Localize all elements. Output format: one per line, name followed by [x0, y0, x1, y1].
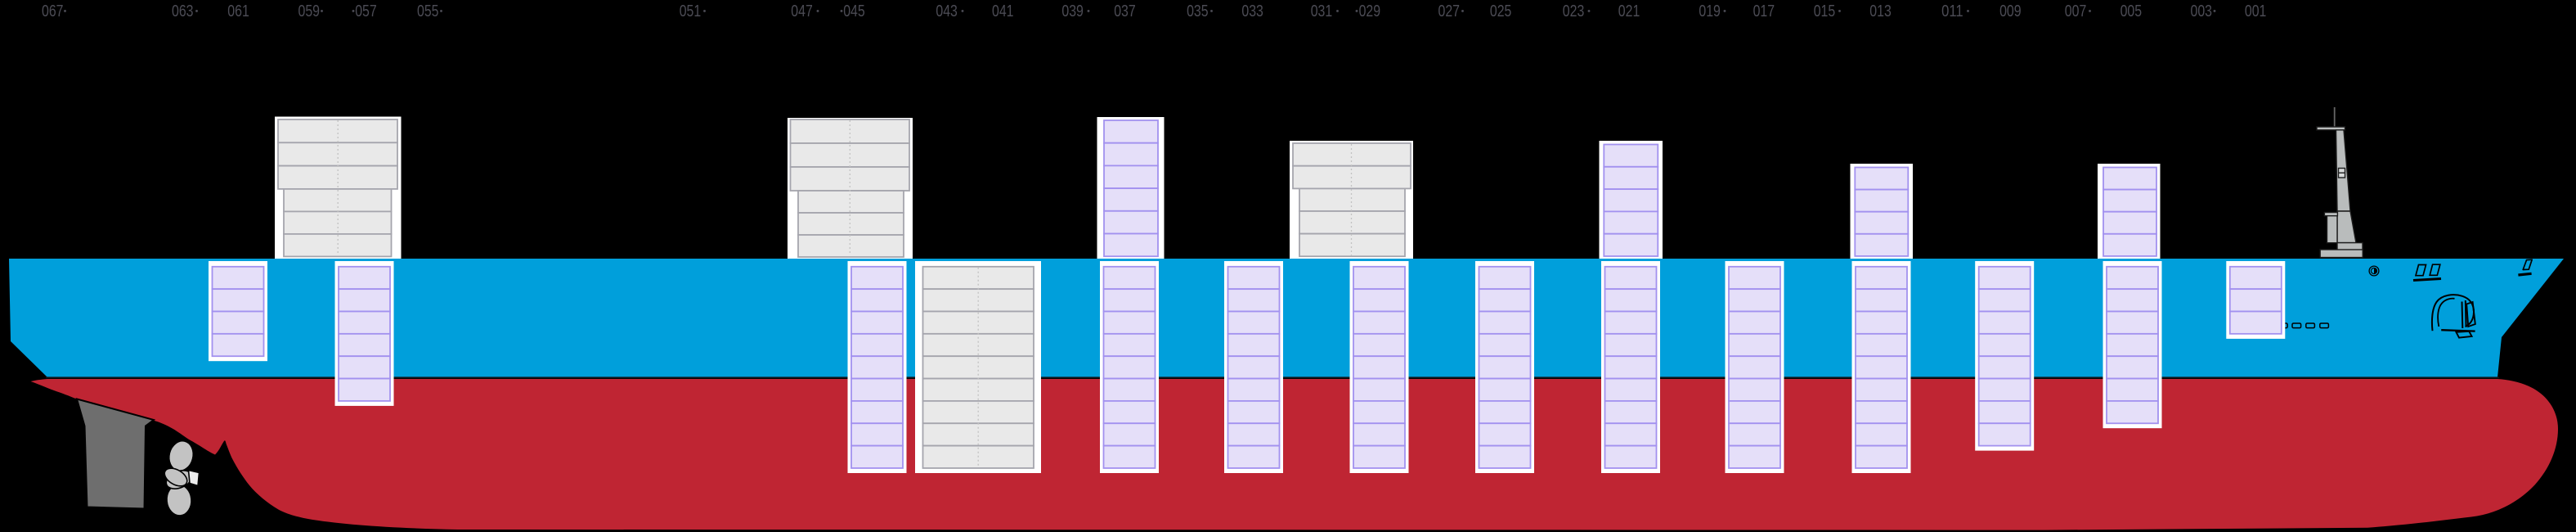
- svg-text:063: 063: [172, 2, 194, 20]
- svg-text:027: 027: [1438, 2, 1461, 20]
- svg-text:061: 061: [227, 2, 249, 20]
- svg-text:007: 007: [2065, 2, 2087, 20]
- svg-text:043: 043: [936, 2, 958, 20]
- svg-text:055: 055: [417, 2, 439, 20]
- svg-text:067: 067: [42, 2, 64, 20]
- svg-text:039: 039: [1061, 2, 1084, 20]
- svg-text:029: 029: [1359, 2, 1381, 20]
- svg-text:059: 059: [298, 2, 321, 20]
- svg-text:019: 019: [1699, 2, 1721, 20]
- svg-text:057: 057: [355, 2, 377, 20]
- svg-text:017: 017: [1753, 2, 1775, 20]
- svg-text:045: 045: [843, 2, 865, 20]
- svg-text:025: 025: [1490, 2, 1512, 20]
- svg-text:051: 051: [680, 2, 702, 20]
- svg-text:041: 041: [992, 2, 1014, 20]
- svg-text:011: 011: [1941, 2, 1963, 20]
- svg-text:009: 009: [1999, 2, 2022, 20]
- svg-text:023: 023: [1563, 2, 1585, 20]
- svg-text:001: 001: [2245, 2, 2267, 20]
- svg-text:035: 035: [1187, 2, 1209, 20]
- svg-text:047: 047: [791, 2, 813, 20]
- svg-text:031: 031: [1311, 2, 1333, 20]
- svg-text:021: 021: [1618, 2, 1640, 20]
- svg-text:005: 005: [2120, 2, 2143, 20]
- svg-text:013: 013: [1869, 2, 1892, 20]
- svg-text:003: 003: [2191, 2, 2213, 20]
- svg-text:015: 015: [1814, 2, 1836, 20]
- svg-text:037: 037: [1114, 2, 1136, 20]
- svg-text:033: 033: [1241, 2, 1263, 20]
